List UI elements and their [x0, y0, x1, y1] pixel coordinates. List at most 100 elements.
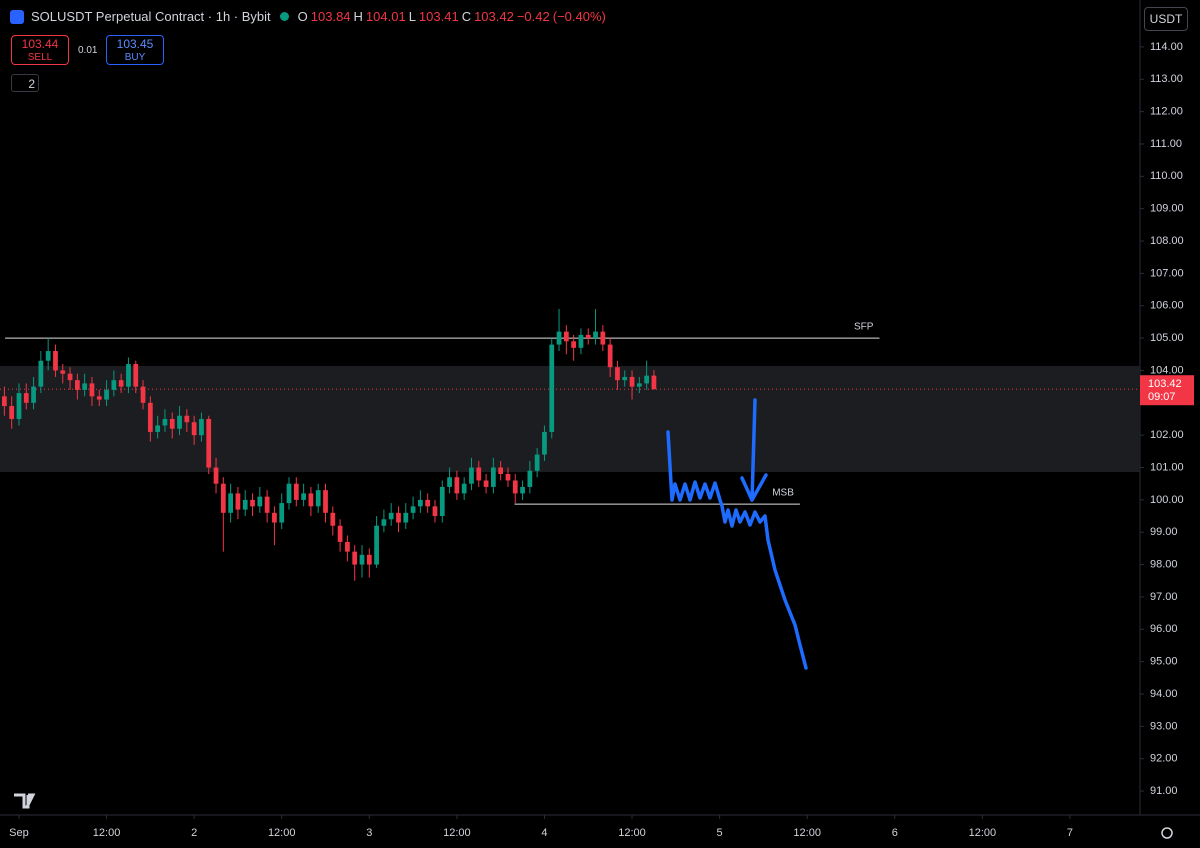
y-tick-label: 99.00 [1150, 526, 1178, 538]
candle-body [498, 467, 504, 474]
candle-body [206, 418, 212, 468]
candle-body [9, 406, 15, 419]
candle-body [636, 383, 642, 387]
candle-body [53, 351, 58, 371]
buy-price: 103.45 [116, 37, 154, 51]
candle-body [147, 402, 153, 432]
y-tick-label: 112.00 [1150, 106, 1183, 118]
y-tick-label: 100.00 [1150, 494, 1184, 506]
x-tick-label: 7 [1067, 827, 1073, 839]
candle-body [213, 467, 219, 484]
candle-body [432, 506, 438, 517]
sell-button[interactable]: 103.44 SELL [11, 35, 69, 65]
candle-body [483, 480, 489, 487]
candle-body [607, 344, 613, 368]
ohlc-label: L [408, 9, 416, 24]
ohlc-value: 103.84 [310, 9, 351, 24]
currency-select[interactable]: USDT [1144, 7, 1188, 31]
candle-body [140, 386, 146, 403]
y-tick-label: 97.00 [1150, 591, 1178, 603]
candle-body [235, 493, 241, 510]
sell-label: SELL [27, 52, 53, 63]
candle-body [133, 363, 139, 387]
x-tick-label: 12:00 [268, 827, 296, 839]
candle-body [644, 375, 650, 384]
indicators-toggle[interactable]: 2 [11, 74, 39, 92]
menu-icon[interactable] [10, 9, 24, 24]
candle-body [96, 396, 102, 400]
ohlc-value: 103.42 [474, 9, 514, 24]
candle-body [585, 334, 591, 339]
candle-body [359, 554, 365, 565]
status-dot [279, 12, 289, 21]
ohlc-value: 104.01 [365, 9, 406, 24]
candle-body [67, 373, 73, 381]
candle-body [476, 467, 482, 481]
candle-body [162, 418, 168, 426]
candle-body [593, 331, 598, 339]
candle-body [82, 383, 88, 390]
ohlc-value: 103.41 [418, 9, 459, 24]
spread: 0.01 [78, 45, 98, 56]
candle-body [177, 415, 182, 429]
candle-body [447, 477, 452, 487]
y-tick-label: 95.00 [1150, 656, 1178, 668]
y-tick-label: 102.00 [1150, 429, 1184, 441]
candle-body [366, 554, 372, 565]
candle-body [293, 483, 299, 500]
candle-body [534, 454, 540, 471]
candle-body [126, 363, 131, 387]
candle-body [250, 499, 255, 507]
symbol[interactable]: SOLUSDT Perpetual Contract · 1h · Bybit [31, 9, 271, 24]
x-tick-label: 12:00 [793, 827, 821, 839]
change-percent: (−0.40%) [552, 9, 606, 24]
candle-body [242, 499, 248, 510]
y-tick-label: 107.00 [1150, 267, 1184, 279]
candle-body [330, 512, 336, 526]
settings-icon[interactable] [1161, 827, 1173, 839]
y-tick-label: 114.00 [1150, 41, 1183, 53]
candle-body [337, 525, 343, 542]
candle-body [301, 493, 306, 500]
y-tick-label: 111.00 [1150, 138, 1182, 150]
y-tick-label: 108.00 [1150, 235, 1184, 247]
x-tick-label: 12:00 [93, 827, 121, 839]
y-tick-label: 101.00 [1150, 461, 1184, 473]
candle-body [191, 422, 197, 436]
candle-body [403, 512, 409, 523]
candle-body [220, 483, 226, 513]
candle-body [323, 490, 328, 513]
candle-body [104, 389, 109, 400]
candle-body [264, 496, 270, 513]
candle-body [352, 551, 358, 565]
candle-body [272, 512, 277, 523]
price-zone [0, 365, 1140, 473]
candle-body [169, 418, 175, 429]
buy-button[interactable]: 103.45 BUY [106, 35, 164, 65]
candle-body [461, 483, 467, 494]
candle-body [410, 506, 416, 513]
x-tick-label: Sep [9, 827, 29, 839]
y-tick-label: 92.00 [1150, 753, 1178, 765]
candle-body [651, 375, 657, 390]
y-tick-label: 98.00 [1150, 558, 1178, 570]
ohlc-label: H [353, 9, 363, 24]
x-tick-label: 3 [366, 827, 372, 839]
ohlc-label: C [461, 9, 472, 24]
candle-body [199, 418, 204, 436]
candle-body [38, 360, 44, 387]
y-tick-label: 104.00 [1150, 364, 1184, 376]
y-tick-label: 110.00 [1150, 170, 1183, 182]
candle-body [23, 393, 29, 403]
candle-body [563, 331, 569, 342]
change: −0.42 [516, 9, 550, 24]
candle-body [286, 483, 292, 504]
candle-body [505, 473, 511, 481]
y-tick-label: 91.00 [1150, 785, 1178, 797]
candle-body [396, 512, 401, 523]
candle-body [2, 396, 7, 407]
candle-body [155, 425, 161, 432]
candle-body [600, 331, 606, 345]
x-tick-label: 5 [717, 827, 723, 839]
candle-body [184, 415, 190, 423]
